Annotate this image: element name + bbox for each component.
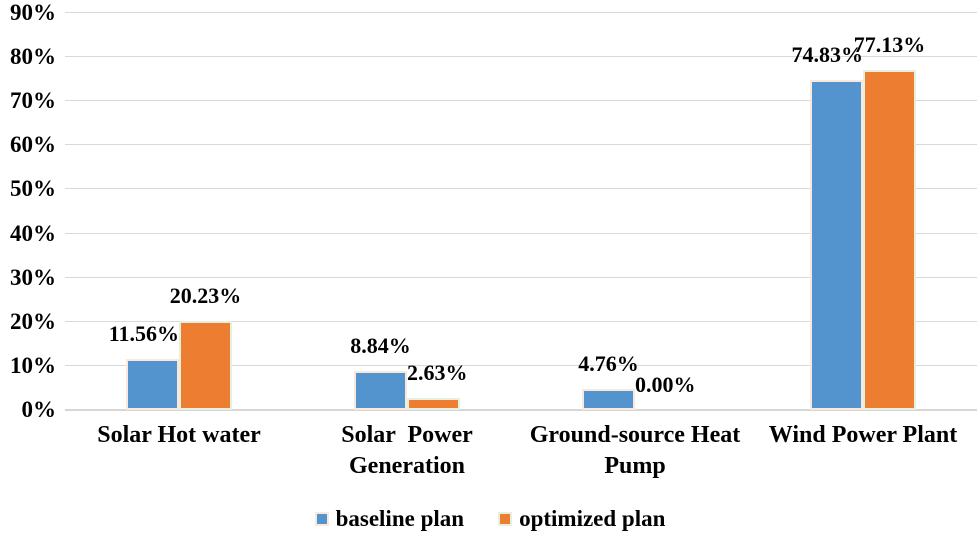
category-label-line: Wind Power Plant (768, 422, 958, 448)
bar-baseline-plan-0 (126, 359, 179, 410)
x-axis-line (65, 409, 977, 411)
value-label-optimized-plan-3: 77.13% (853, 31, 926, 57)
bar-baseline-plan-1 (354, 371, 407, 410)
category-label-line: Solar Power (341, 422, 473, 448)
legend-item-optimized-plan: optimized plan (498, 506, 665, 532)
category-label-line: Ground-source Heat (529, 422, 741, 448)
y-axis-tick-label: 50% (10, 176, 56, 202)
gridline (65, 365, 977, 366)
y-axis-tick-label: 20% (10, 308, 56, 334)
legend-label-baseline-plan: baseline plan (335, 506, 465, 531)
y-axis-tick-label: 30% (10, 264, 56, 290)
gridline (65, 321, 977, 322)
category-label-line: Solar Hot water (97, 422, 261, 448)
value-label-optimized-plan-1: 2.63% (407, 360, 468, 386)
y-axis-tick-label: 80% (10, 44, 56, 70)
gridline (65, 188, 977, 189)
legend-label-optimized-plan: optimized plan (519, 506, 666, 531)
bar-optimized-plan-1 (407, 398, 460, 410)
category-label-2: Ground-source Heat Pump (485, 420, 785, 482)
gridline (65, 100, 977, 101)
gridline (65, 12, 977, 13)
legend-item-baseline-plan: baseline plan (314, 506, 465, 532)
legend-swatch-baseline-plan (314, 512, 329, 526)
category-label-0: Solar Hot water (29, 420, 329, 451)
value-label-baseline-plan-3: 74.83% (791, 41, 864, 67)
bar-baseline-plan-2 (582, 389, 635, 410)
y-axis-tick-label: 0% (21, 397, 57, 422)
bar-optimized-plan-0 (179, 320, 232, 410)
y-axis-tick-label: 60% (10, 132, 56, 158)
bar-optimized-plan-3 (863, 69, 916, 410)
value-label-optimized-plan-2: 0.00% (635, 372, 696, 397)
y-axis-tick-label: 40% (10, 220, 56, 246)
y-axis-tick-label: 70% (10, 88, 56, 114)
gridline (65, 277, 977, 278)
category-label-3: Wind Power Plant (713, 420, 980, 451)
gridline (65, 56, 977, 57)
category-label-line: Generation (349, 453, 465, 479)
value-label-baseline-plan-0: 11.56% (108, 321, 179, 346)
value-label-baseline-plan-2: 4.76% (578, 351, 639, 376)
gridline (65, 144, 977, 145)
y-axis-tick-label: 90% (10, 0, 56, 25)
gridline (65, 233, 977, 234)
category-label-line: Pump (604, 453, 666, 479)
value-label-optimized-plan-0: 20.23% (169, 282, 242, 308)
bar-baseline-plan-3 (810, 79, 863, 410)
legend: baseline plan optimized plan (0, 503, 980, 535)
y-axis-tick-label: 10% (10, 352, 56, 378)
category-label-1: Solar Power Generation (257, 420, 557, 482)
value-label-baseline-plan-1: 8.84% (350, 333, 411, 358)
legend-swatch-optimized-plan (498, 512, 513, 526)
